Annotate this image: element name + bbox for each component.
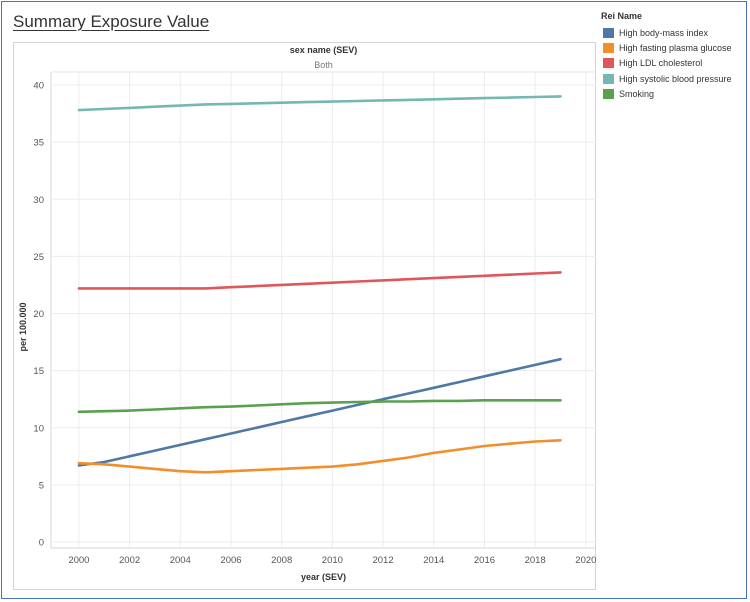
x-tick-label: 2018 xyxy=(525,555,546,566)
facet-title: sex name (SEV) xyxy=(289,45,358,55)
y-tick-label: 25 xyxy=(33,252,44,263)
legend-swatch xyxy=(603,58,614,69)
legend-item[interactable]: High systolic blood pressure xyxy=(601,71,746,86)
y-tick-label: 35 xyxy=(33,138,44,149)
legend-label: High fasting plasma glucose xyxy=(619,42,732,53)
x-axis-label: year (SEV) xyxy=(300,572,347,582)
series-line xyxy=(77,95,562,112)
legend-item[interactable]: High body-mass index xyxy=(601,25,746,40)
facet-value[interactable]: Both xyxy=(314,60,333,70)
y-tick-label: 0 xyxy=(39,538,44,549)
legend-label: High LDL cholesterol xyxy=(619,58,703,69)
series-line xyxy=(77,271,562,290)
legend-swatch xyxy=(603,27,614,38)
legend-label: High systolic blood pressure xyxy=(619,73,732,84)
x-tick-label: 2000 xyxy=(68,555,89,566)
x-tick-label: 2008 xyxy=(271,555,292,566)
legend-title: Rei Name xyxy=(601,11,643,21)
legend: Rei Name High body-mass index High fasti… xyxy=(601,11,746,101)
legend-label: High body-mass index xyxy=(619,27,709,38)
y-tick-label: 15 xyxy=(33,366,44,377)
legend-item[interactable]: High fasting plasma glucose xyxy=(601,40,746,55)
series-line xyxy=(77,398,562,414)
legend-swatch xyxy=(603,42,614,53)
legend-swatch xyxy=(603,88,614,99)
x-tick-label: 2016 xyxy=(474,555,495,566)
x-tick-label: 2020 xyxy=(575,555,596,566)
x-tick-label: 2014 xyxy=(423,555,444,566)
series-line xyxy=(77,357,562,467)
y-tick-label: 20 xyxy=(33,309,44,320)
x-tick-label: 2002 xyxy=(119,555,140,566)
y-tick-label: 30 xyxy=(33,195,44,206)
x-tick-label: 2006 xyxy=(220,555,241,566)
legend-label: Smoking xyxy=(619,88,655,99)
chart-panel xyxy=(13,42,596,590)
legend-item[interactable]: Smoking xyxy=(601,86,746,101)
x-tick-label: 2012 xyxy=(372,555,393,566)
y-tick-label: 10 xyxy=(33,423,44,434)
x-tick-label: 2010 xyxy=(322,555,343,566)
y-tick-label: 40 xyxy=(33,81,44,92)
x-tick-label: 2004 xyxy=(170,555,191,566)
y-tick-label: 5 xyxy=(39,480,44,491)
legend-swatch xyxy=(603,73,614,84)
page-title: Summary Exposure Value xyxy=(13,12,210,31)
series-line xyxy=(77,438,562,474)
legend-item[interactable]: High LDL cholesterol xyxy=(601,56,746,71)
